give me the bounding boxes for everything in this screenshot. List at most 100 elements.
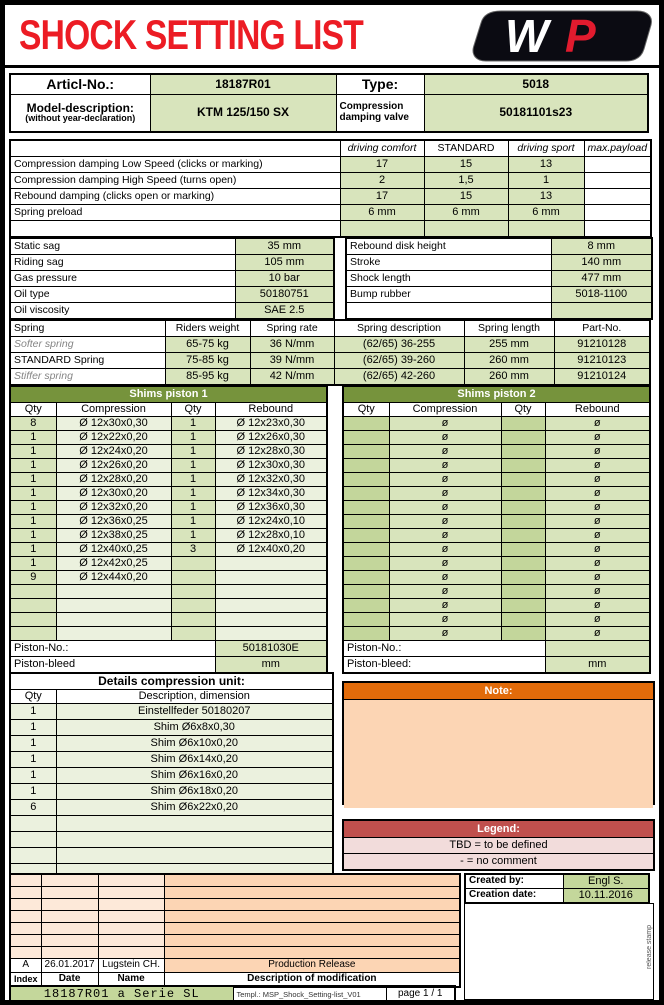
type-label: Type:	[335, 73, 425, 95]
spring-table: Spring Riders weight Spring rate Spring …	[9, 319, 651, 386]
compression-qty	[9, 584, 57, 599]
compression-qty	[342, 528, 390, 543]
revision-table: A 26.01.2017 Lugstein CH. Production Rel…	[9, 873, 462, 988]
valve-value: 50181101s23	[423, 93, 649, 133]
rebound-shim: ø	[544, 472, 651, 487]
value-driving-sport: 13	[507, 156, 585, 173]
detail-description: Einstellfeder 50180207	[55, 703, 334, 720]
rebound-header: Rebound	[544, 402, 651, 417]
rebound-qty: 3	[170, 542, 216, 557]
detail-qty: 1	[9, 735, 57, 752]
revision-description-cell	[163, 922, 461, 935]
rebound-qty: 1	[170, 416, 216, 431]
shim-row: 1 Ø 12x26x0,20 1 Ø 12x30x0,30	[9, 458, 328, 473]
compression-shim: Ø 12x28x0,20	[55, 472, 172, 487]
compression-qty	[342, 430, 390, 445]
dimension-row: Oil viscosity SAE 2.5	[9, 302, 335, 320]
dimension-value	[550, 302, 653, 320]
detail-row: 1 Shim Ø6x16x0,20	[9, 767, 334, 784]
value-driving-sport	[507, 220, 585, 238]
rebound-qty	[500, 514, 546, 529]
shim-row: ø ø	[342, 430, 651, 445]
spring-rate: 36 N/mm	[249, 336, 335, 353]
compression-shim: ø	[388, 430, 502, 445]
revision-description-cell	[163, 873, 461, 887]
revision-date-cell	[40, 946, 99, 959]
settings-row	[9, 220, 652, 238]
spring-row: Stiffer spring 85-95 kg 42 N/mm (62/65) …	[9, 368, 651, 386]
riders-weight: 65-75 kg	[164, 336, 251, 353]
value-standard: 6 mm	[423, 204, 509, 221]
rebound-shim	[214, 584, 328, 599]
dimension-value: 35 mm	[234, 237, 335, 255]
value-max-payload	[583, 204, 652, 221]
revision-name-cell	[97, 946, 165, 959]
value-driving-comfort: 2	[339, 172, 425, 189]
spring-name: Stiffer spring	[9, 368, 166, 386]
revision-empty-row	[9, 934, 461, 947]
dimension-label: Riding sag	[9, 254, 236, 271]
rebound-shim: ø	[544, 458, 651, 473]
description-header: Description, dimension	[55, 689, 334, 704]
rebound-qty	[500, 584, 546, 599]
rebound-qty	[500, 416, 546, 431]
detail-description	[55, 815, 334, 832]
dimension-value: 8 mm	[550, 237, 653, 255]
revision-empty-row	[9, 946, 461, 959]
rebound-shim: Ø 12x28x0,30	[214, 444, 328, 459]
setting-label	[9, 220, 341, 238]
rebound-shim: Ø 12x24x0,10	[214, 514, 328, 529]
model-description-label: Model-description: (without year-declara…	[9, 93, 151, 133]
compression-shim: ø	[388, 444, 502, 459]
shim-row: ø ø	[342, 556, 651, 571]
dimension-row: Static sag 35 mm	[9, 237, 335, 255]
dimension-value: 140 mm	[550, 254, 653, 271]
settings-corner-cell	[9, 139, 341, 157]
qty-header: Qty	[500, 402, 546, 417]
rebound-shim: ø	[544, 416, 651, 431]
compression-qty: 1	[9, 556, 57, 571]
compression-shim: ø	[388, 570, 502, 585]
rebound-header: Rebound	[214, 402, 328, 417]
compression-qty: 1	[9, 500, 57, 515]
rebound-shim: Ø 12x28x0,10	[214, 528, 328, 543]
compression-qty	[9, 626, 57, 641]
legend-title: Legend:	[344, 821, 653, 838]
rebound-qty	[500, 528, 546, 543]
compression-shim	[55, 584, 172, 599]
compression-qty	[342, 584, 390, 599]
wp-logo: W P	[471, 9, 653, 68]
valve-label: Compression damping valve	[335, 93, 425, 133]
compression-shim: Ø 12x32x0,20	[55, 500, 172, 515]
revision-description: Production Release	[163, 958, 461, 973]
compression-qty	[342, 598, 390, 613]
revision-index-cell	[9, 873, 42, 887]
revision-date-cell	[40, 873, 99, 887]
release-stamp-label: release stamp	[646, 925, 653, 969]
detail-row: 1 Shim Ø6x10x0,20	[9, 735, 334, 752]
shim-row: 9 Ø 12x44x0,20	[9, 570, 328, 585]
dimension-label: Bump rubber	[345, 286, 552, 303]
detail-row: 6 Shim Ø6x22x0,20	[9, 799, 334, 816]
rebound-qty: 1	[170, 528, 216, 543]
rebound-shim: ø	[544, 626, 651, 641]
dimension-row: Shock length 477 mm	[345, 270, 653, 287]
logo-letter-w: W	[505, 10, 552, 62]
shim-row: ø ø	[342, 472, 651, 487]
compression-qty: 8	[9, 416, 57, 431]
compression-qty	[342, 444, 390, 459]
rebound-qty: 1	[170, 444, 216, 459]
revision-date-cell	[40, 886, 99, 899]
compression-shim	[55, 598, 172, 613]
revision-index: A	[9, 958, 42, 973]
compression-qty: 1	[9, 444, 57, 459]
rebound-shim: ø	[544, 486, 651, 501]
spring-rate-header: Spring rate	[249, 319, 335, 337]
dimension-value: 5018-1100	[550, 286, 653, 303]
dimension-value: 50180751	[234, 286, 335, 303]
value-driving-comfort: 17	[339, 188, 425, 205]
detail-qty: 1	[9, 703, 57, 720]
value-standard: 15	[423, 188, 509, 205]
revision-index-cell	[9, 934, 42, 947]
sag-table: Static sag 35 mm Riding sag 105 mm Gas p…	[9, 237, 335, 320]
